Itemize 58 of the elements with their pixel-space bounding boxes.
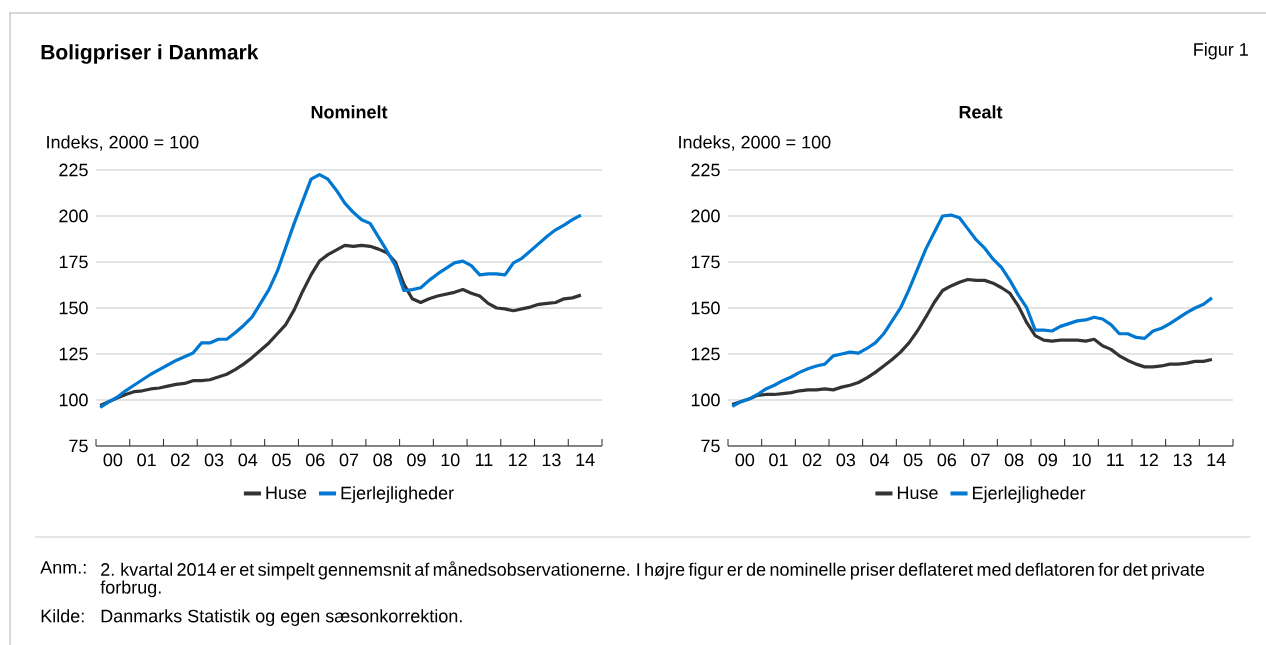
- y-tick-label: 200: [59, 209, 88, 223]
- text: Boligpriser i Danmark: [41, 44, 259, 64]
- x-tick-label: 09: [1038, 453, 1057, 467]
- y-tick-label: 200: [691, 209, 720, 223]
- y-tick-label: 150: [59, 301, 88, 315]
- y-tick-label: 175: [59, 255, 88, 269]
- x-tick-label: 03: [204, 453, 224, 467]
- x-tick-label: 12: [509, 453, 527, 467]
- x-tick-label: 10: [441, 453, 460, 467]
- text: Figur 1: [1194, 42, 1248, 60]
- x-tick-label: 01: [769, 453, 788, 467]
- x-tick-label: 02: [171, 453, 190, 467]
- x-tick-label: 08: [1004, 453, 1024, 467]
- x-tick-label: 01: [137, 453, 156, 467]
- x-tick-label: 06: [305, 453, 325, 467]
- x-tick-label: 07: [339, 453, 359, 467]
- x-tick-label: 04: [870, 453, 889, 467]
- x-tick-label: 14: [1207, 453, 1226, 466]
- x-tick-label: 02: [802, 453, 822, 467]
- y-tick-label: 125: [59, 347, 88, 361]
- x-tick-label: 10: [1072, 453, 1091, 467]
- y-tick-label: 100: [691, 393, 720, 407]
- text: Kilde:: [41, 609, 84, 623]
- x-tick-label: 13: [542, 453, 561, 467]
- legend-label: Huse: [897, 486, 938, 500]
- text: 2. kvartal 2014 er et simpelt gennemsnit af månedsobservationerne. I højre figur er de nominelle priser deflateret med deflatoren for det private forbrug.: [100, 561, 1205, 598]
- x-tick-label: 05: [903, 453, 923, 467]
- legend-label: Ejerlejligheder: [973, 486, 1086, 503]
- x-tick-label: 13: [1173, 453, 1192, 467]
- x-tick-label: 11: [475, 453, 493, 466]
- y-tick-label: 225: [691, 163, 720, 177]
- text: Danmarks Statistik og egen sæsonkorrektion.: [101, 609, 462, 626]
- y-axis-title: Indeks, 2000 = 100: [679, 135, 831, 151]
- x-tick-label: 04: [238, 453, 258, 467]
- x-tick-label: 07: [971, 453, 990, 467]
- y-tick-label: 100: [59, 393, 88, 407]
- x-tick-label: 08: [373, 453, 392, 467]
- y-tick-label: 75: [701, 439, 720, 453]
- y-tick-label: 225: [59, 163, 88, 177]
- x-tick-label: 05: [272, 453, 291, 467]
- x-tick-label: 09: [407, 453, 426, 467]
- y-tick-label: 150: [691, 301, 720, 315]
- chart-title: Realt: [959, 105, 1003, 119]
- x-tick-label: 03: [836, 453, 856, 467]
- y-tick-label: 125: [691, 347, 720, 361]
- y-tick-label: 175: [691, 255, 720, 269]
- x-tick-label: 12: [1140, 453, 1158, 467]
- legend-label: Ejerlejligheder: [341, 486, 454, 503]
- legend-label: Huse: [266, 486, 307, 500]
- x-tick-label: 00: [103, 453, 123, 467]
- x-tick-label: 06: [937, 453, 957, 467]
- y-tick-label: 75: [69, 439, 88, 453]
- y-axis-title: Indeks, 2000 = 100: [47, 135, 199, 151]
- chart-title: Nominelt: [311, 105, 388, 119]
- text: Anm.:: [40, 561, 86, 574]
- x-tick-label: 00: [735, 453, 755, 467]
- x-tick-label: 14: [576, 453, 595, 466]
- x-tick-label: 11: [1107, 453, 1124, 466]
